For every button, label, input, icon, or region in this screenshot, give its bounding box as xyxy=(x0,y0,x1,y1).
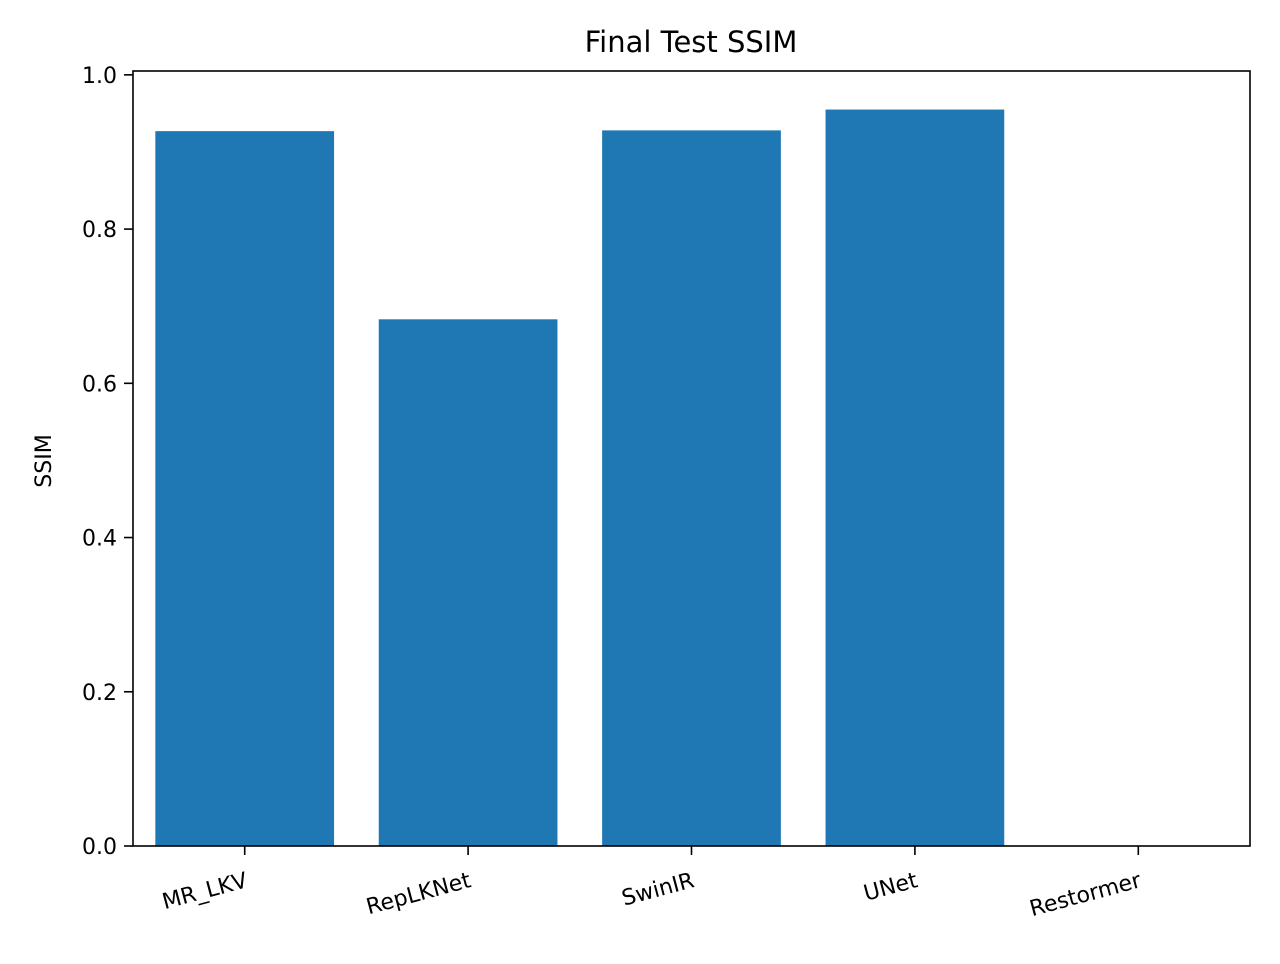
chart-title: Final Test SSIM xyxy=(585,25,798,59)
y-axis: 0.0 0.2 0.4 0.6 0.8 1.0 xyxy=(82,64,133,860)
y-tick-label: 0.8 xyxy=(82,218,117,243)
y-axis-label: SSIM xyxy=(32,434,57,487)
bar-replknet xyxy=(378,319,558,846)
y-tick-label: 0.0 xyxy=(82,835,117,860)
y-tick-label: 1.0 xyxy=(82,64,117,89)
bar-mr-lkv xyxy=(155,131,335,847)
bars-layer xyxy=(155,109,1005,847)
y-tick-label: 0.4 xyxy=(82,527,117,552)
y-tick-label: 0.2 xyxy=(82,681,117,706)
bar-swinir xyxy=(602,130,781,846)
bar-unet xyxy=(825,109,1005,847)
y-tick-label: 0.6 xyxy=(82,372,117,397)
plot-frame xyxy=(132,70,1251,847)
